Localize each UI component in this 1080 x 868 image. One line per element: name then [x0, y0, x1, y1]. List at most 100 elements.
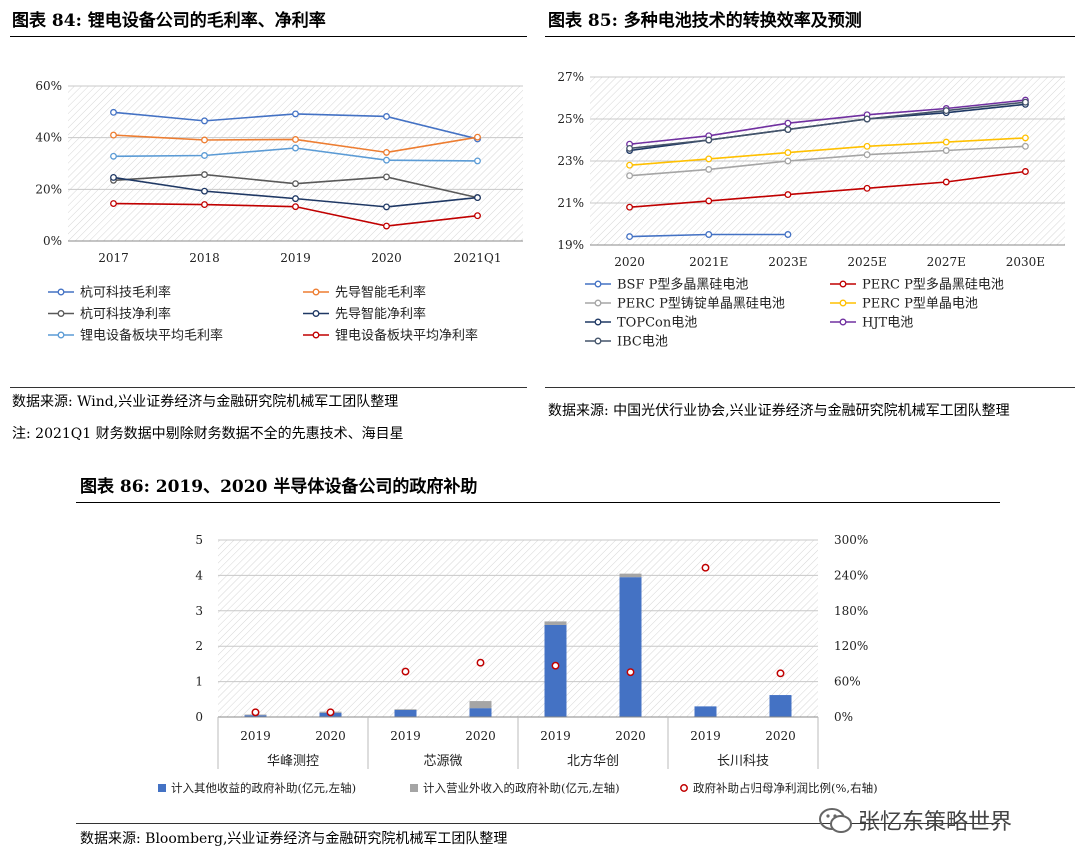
data-point [705, 231, 713, 238]
bar [769, 695, 792, 717]
x-tick-label: 2020 [371, 251, 402, 265]
legend-label: 先导智能净利率 [335, 306, 426, 322]
y-tick-label: 60% [35, 79, 62, 93]
legend-marker [312, 288, 320, 296]
x-tick-label: 2020 [615, 729, 646, 743]
legend-label: 锂电设备板块平均净利率 [335, 328, 478, 344]
x-tick-label: 2020 [614, 255, 645, 269]
x-tick-label: 2030E [1006, 255, 1045, 269]
data-point [201, 117, 208, 125]
data-point [292, 144, 299, 152]
data-point [784, 149, 792, 157]
x-tick-label: 2020 [315, 729, 346, 743]
data-point [292, 110, 299, 118]
fig84-title-rule [10, 36, 527, 37]
data-point [201, 152, 208, 159]
x-tick-label: 2017 [98, 251, 129, 265]
legend-label: BSF P型多晶黑硅电池 [617, 277, 748, 293]
fig86-bottom-rule [76, 823, 1000, 824]
ratio-marker [251, 708, 260, 717]
data-point [110, 152, 117, 160]
y2-tick-label: 240% [834, 568, 868, 582]
legend-marker [839, 318, 847, 326]
data-point [626, 203, 634, 211]
legend-label: TOPCon电池 [617, 316, 697, 331]
legend-label: PERC P型铸锭单晶黑硅电池 [617, 296, 785, 312]
legend-marker [594, 280, 602, 288]
ratio-marker [476, 658, 485, 667]
x-tick-label: 2019 [690, 729, 721, 743]
series-line [629, 101, 1026, 150]
y-tick-label: 21% [557, 196, 584, 210]
legend-marker [57, 331, 65, 339]
fig85-source: 数据来源: 中国光伏行业协会,兴业证券经济与金融研究院机械军工团队整理 [548, 403, 1010, 419]
data-point [383, 156, 390, 164]
y-tick-label: 3 [195, 604, 203, 618]
ratio-marker [551, 661, 560, 670]
y2-tick-label: 180% [834, 604, 868, 618]
y-tick-label: 20% [35, 182, 62, 196]
y-tick-label: 0% [43, 234, 62, 248]
legend-marker [312, 331, 320, 339]
bar [694, 706, 717, 717]
data-point [784, 157, 792, 165]
legend-marker [594, 318, 602, 326]
legend-marker [312, 310, 320, 317]
data-point [942, 178, 950, 186]
x-tick-label: 2019 [280, 251, 311, 265]
fig85-bottom-rule [545, 387, 1075, 388]
data-point [1021, 168, 1029, 175]
x-tick-label: 2023E [768, 255, 807, 269]
group-label: 北方华创 [567, 753, 619, 769]
data-point [626, 161, 634, 169]
fig84-source: 数据来源: Wind,兴业证券经济与金融研究院机械军工团队整理 [12, 394, 399, 410]
group-label: 芯源微 [423, 754, 462, 769]
data-point [474, 212, 481, 220]
y-tick-label: 0 [195, 710, 203, 724]
data-point [201, 201, 208, 209]
data-point [942, 107, 950, 115]
legend-label: 杭可科技毛利率 [80, 285, 171, 301]
legend-marker [57, 310, 65, 317]
data-point [110, 173, 117, 181]
bar [544, 624, 567, 717]
data-point [474, 157, 481, 165]
x-tick-label: 2021E [689, 255, 728, 269]
y-tick-label: 40% [35, 131, 62, 145]
data-point [705, 165, 713, 173]
bar [394, 709, 417, 717]
x-tick-label: 2019 [540, 729, 571, 743]
data-point [474, 133, 481, 141]
data-point [942, 147, 950, 154]
y2-tick-label: 0% [834, 710, 853, 724]
data-point [626, 144, 634, 152]
data-point [626, 233, 634, 241]
x-tick-label: 2019 [390, 729, 421, 743]
data-point [1021, 142, 1029, 150]
bar [544, 621, 567, 625]
data-point [383, 222, 390, 230]
fig85-line-chart: 19% 21% 23% 25% 27% 2020 2021E 2023E 2025E 2027E 2… [557, 70, 1065, 350]
y-tick-label: 4 [195, 568, 203, 582]
bar [469, 708, 492, 717]
legend-label: PERC P型单晶电池 [862, 297, 978, 312]
y2-tick-label: 300% [834, 533, 868, 547]
data-point [863, 184, 871, 192]
fig84-line-chart: 0% 20% 40% 60% 2017 2018 2019 2020 2021Q1 杭可科技毛利率… [35, 79, 523, 344]
data-point [863, 142, 871, 150]
data-point [784, 119, 792, 127]
data-point [863, 151, 871, 159]
fig86-title-rule [76, 502, 1000, 503]
fig86-source: 数据来源: Bloomberg,兴业证券经济与金融研究院机械军工团队整理 [80, 831, 508, 847]
data-point [292, 195, 299, 203]
bar [394, 709, 417, 710]
fig86-title: 图表 86: 2019、2020 半导体设备公司的政府补助 [80, 477, 478, 497]
legend-label: 杭可科技净利率 [80, 306, 171, 322]
fig84-bottom-rule [10, 387, 527, 388]
series-line [629, 137, 1026, 166]
legend-label: 先导智能毛利率 [335, 285, 426, 301]
data-point [292, 203, 299, 211]
y2-tick-label: 120% [834, 639, 868, 653]
fig85-title: 图表 85: 多种电池技术的转换效率及预测 [548, 11, 862, 31]
ratio-marker [626, 668, 635, 677]
